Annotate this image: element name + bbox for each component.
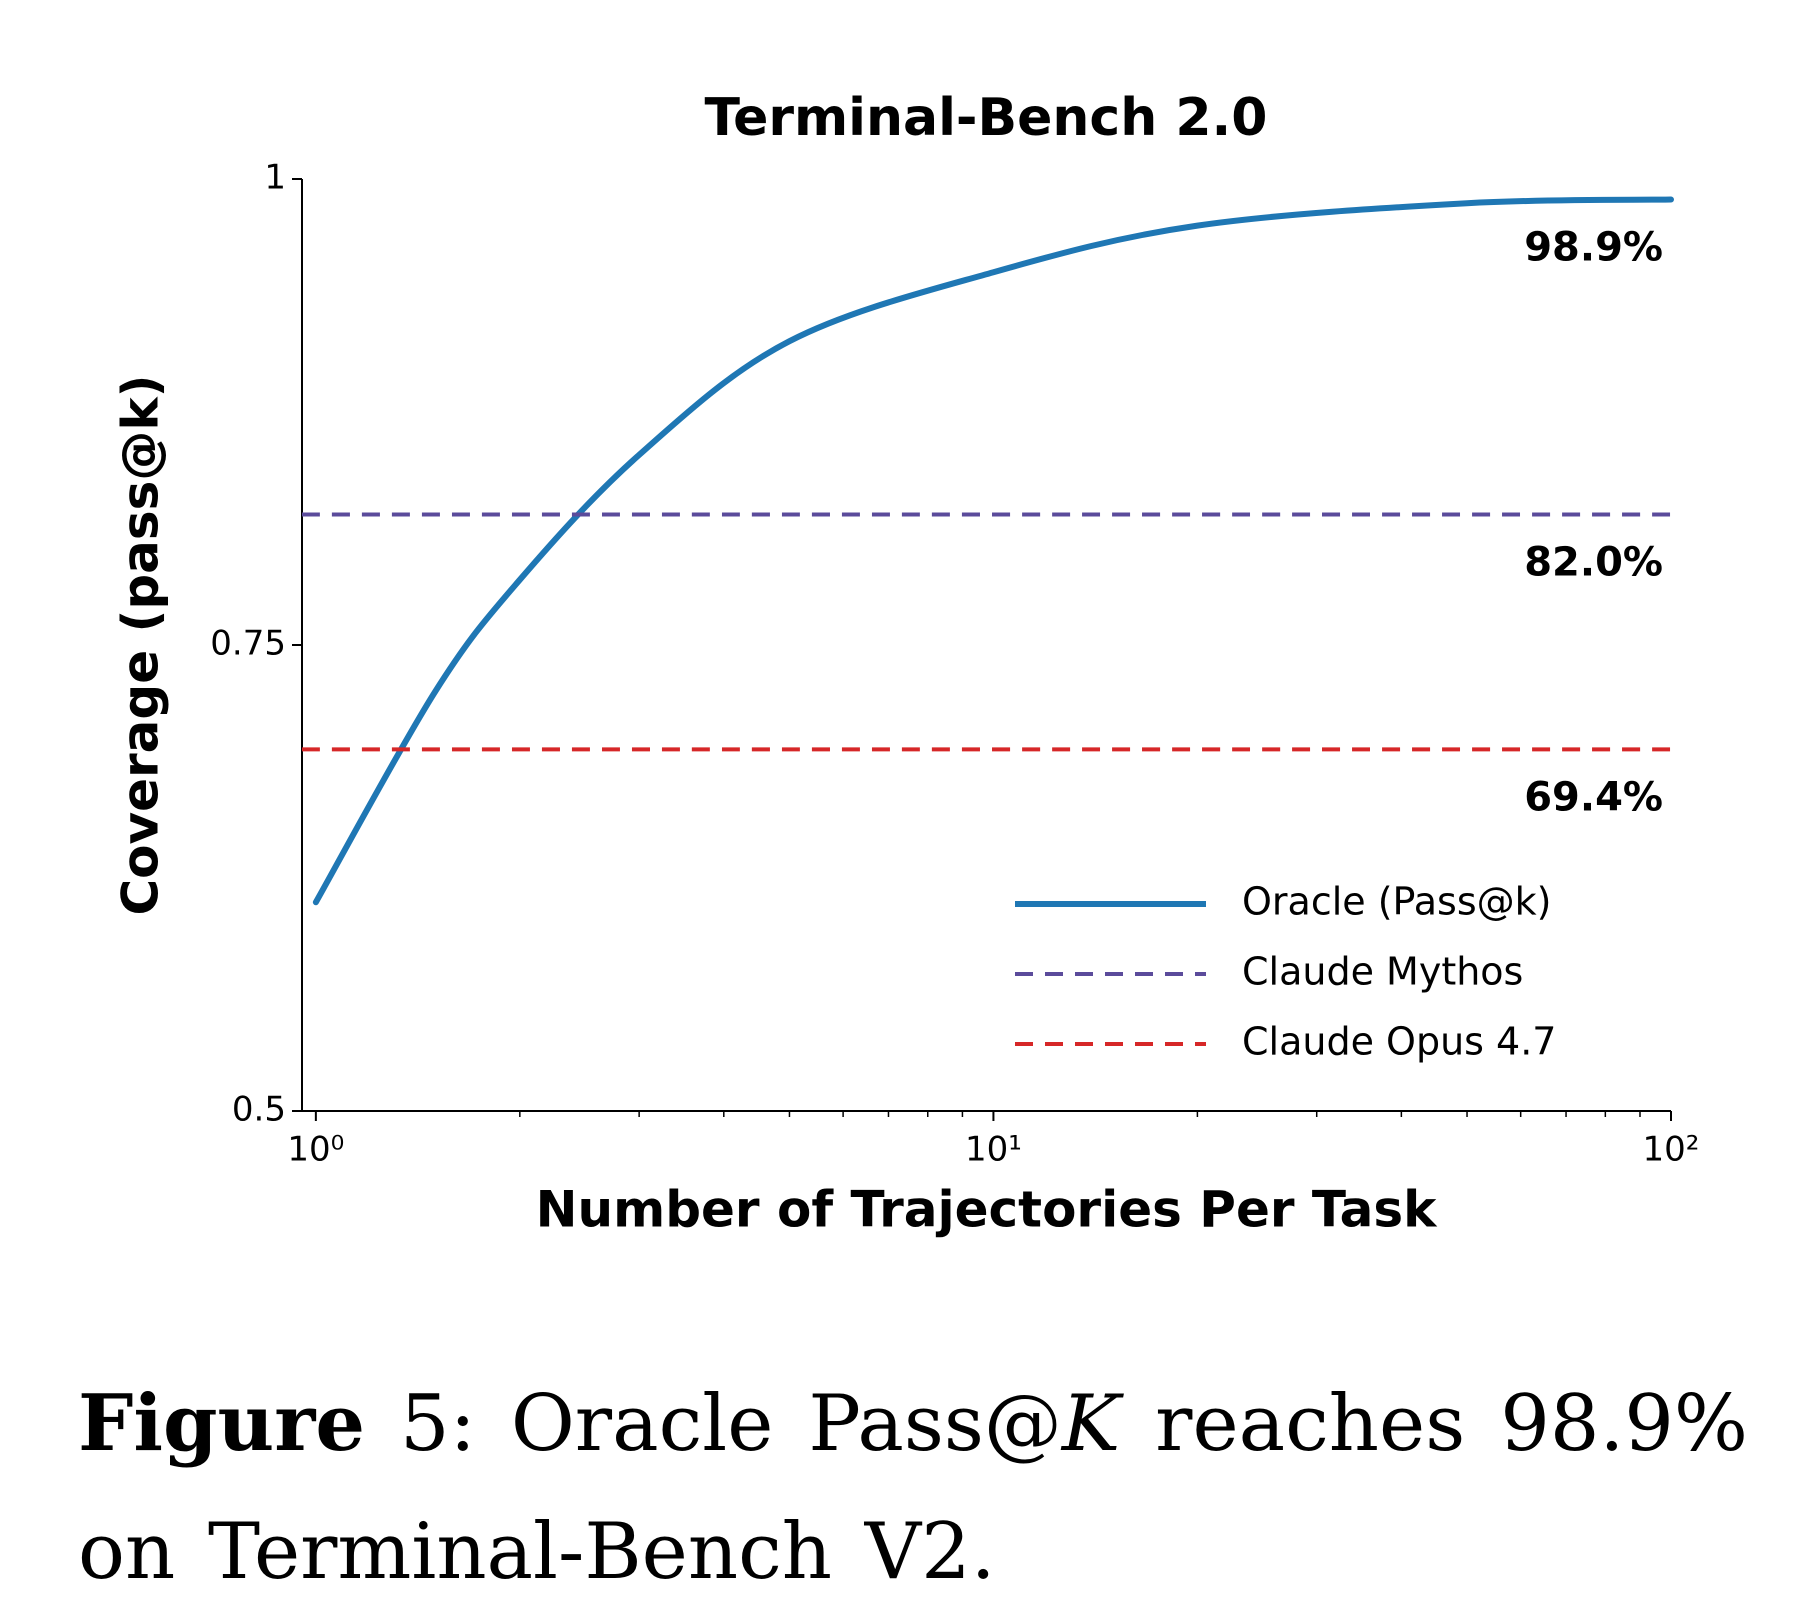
figure-caption: Figure 5: Oracle Pass@K reaches 98.9% on… bbox=[78, 1360, 1748, 1616]
value-label: 98.9% bbox=[1524, 225, 1663, 271]
caption-math: K bbox=[1061, 1379, 1121, 1469]
caption-text: reaches 98.9% on Terminal-Bench V2. bbox=[78, 1379, 1748, 1597]
caption-text: 5: Oracle Pass@ bbox=[399, 1379, 1062, 1469]
chart: Terminal-Bench 2.0 Number of Trajectorie… bbox=[112, 88, 1700, 1239]
y-tick-label: 0.5 bbox=[232, 1090, 286, 1130]
caption-label: Figure bbox=[78, 1378, 365, 1469]
chart-title: Terminal-Bench 2.0 bbox=[705, 88, 1268, 148]
series-line bbox=[312, 196, 1674, 906]
legend-label: Claude Opus 4.7 bbox=[1242, 1020, 1556, 1064]
value-label: 82.0% bbox=[1524, 540, 1663, 586]
y-tick-label: 1 bbox=[264, 158, 286, 198]
y-axis-label: Coverage (pass@k) bbox=[112, 374, 170, 915]
x-tick-label: 10¹ bbox=[965, 1130, 1022, 1170]
y-tick-label: 0.75 bbox=[210, 624, 286, 664]
x-axis-label: Number of Trajectories Per Task bbox=[536, 1181, 1438, 1239]
legend-label: Claude Mythos bbox=[1242, 950, 1523, 994]
value-label: 69.4% bbox=[1524, 774, 1663, 820]
x-tick-label: 10⁰ bbox=[287, 1130, 344, 1170]
x-tick-label: 10² bbox=[1643, 1130, 1700, 1170]
legend-label: Oracle (Pass@k) bbox=[1242, 880, 1551, 924]
